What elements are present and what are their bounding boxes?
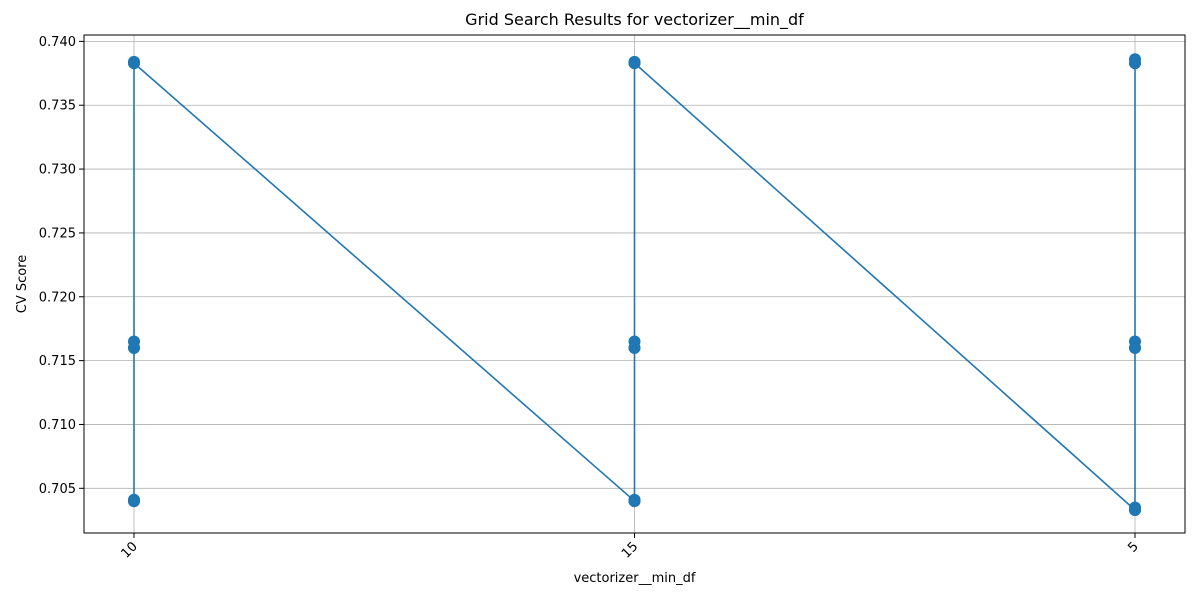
y-tick-label: 0.740	[39, 35, 76, 50]
data-point	[1129, 341, 1141, 354]
data-point	[1129, 504, 1141, 517]
y-tick-label: 0.735	[39, 99, 76, 114]
y-axis-label: CV Score	[15, 255, 30, 314]
y-tick-label: 0.725	[39, 226, 76, 241]
data-point	[628, 495, 641, 508]
data-point	[128, 495, 140, 508]
ticks: 0.705 0.710 0.715 0.720 0.725 0.730 0.735 0.740…	[39, 35, 1142, 562]
chart-title: Grid Search Results for vectorizer__min_…	[465, 10, 804, 30]
data-point	[1129, 57, 1141, 70]
x-axis-label: vectorizer__min_df	[574, 571, 696, 586]
data-point	[628, 57, 641, 70]
y-tick-label: 0.730	[39, 163, 76, 178]
data-point	[128, 57, 140, 70]
y-tick-label: 0.715	[39, 354, 76, 369]
y-tick-label: 0.710	[39, 418, 76, 433]
y-tick-label: 0.720	[39, 290, 76, 305]
data-point	[628, 341, 641, 354]
data-point	[128, 341, 140, 354]
series-layer	[128, 53, 1141, 517]
y-tick-label: 0.705	[39, 482, 76, 497]
